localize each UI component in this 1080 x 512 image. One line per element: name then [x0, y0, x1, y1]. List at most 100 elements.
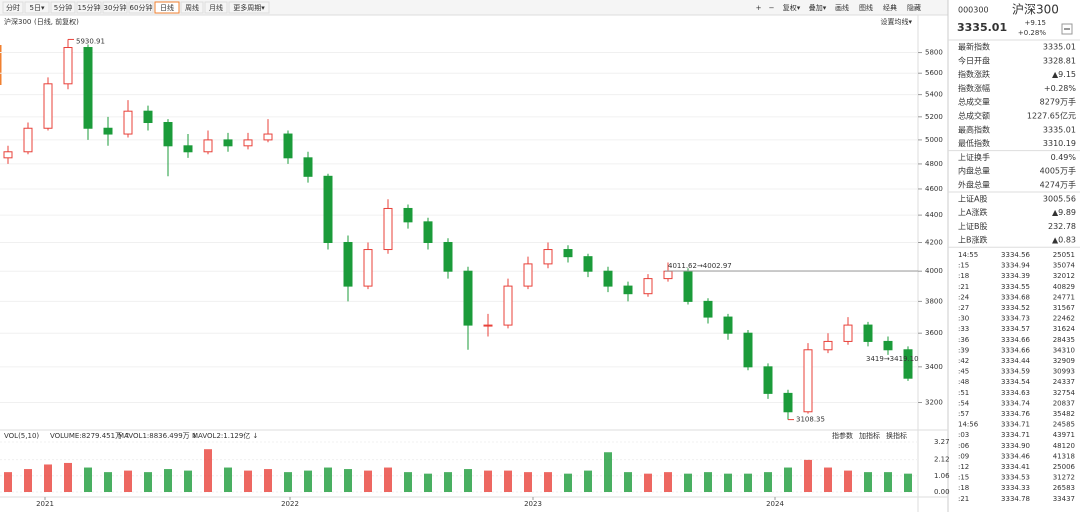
- trade-volume: 43971: [1053, 431, 1075, 439]
- volume-bar: [444, 472, 452, 492]
- volume-bar: [484, 470, 492, 492]
- trade-volume: 25051: [1053, 251, 1075, 259]
- candle-body: [103, 127, 113, 135]
- tab[interactable]: [204, 1, 228, 14]
- toolbar-button[interactable]: −: [769, 4, 775, 12]
- trade-time: :06: [958, 442, 970, 450]
- candle-body: [343, 241, 353, 287]
- trade-volume: 20837: [1053, 399, 1075, 407]
- indicator-button[interactable]: 换指标: [886, 431, 907, 440]
- tab[interactable]: [76, 1, 102, 14]
- stat-label: 上B涨跌: [958, 235, 988, 245]
- candle-body: [23, 127, 33, 153]
- volume-bar: [524, 472, 532, 492]
- tab-label[interactable]: 更多周期▾: [233, 3, 265, 12]
- y-tick-label: 4800: [925, 160, 943, 168]
- candle-body: [423, 221, 433, 243]
- candle-body: [663, 270, 673, 280]
- tab[interactable]: [24, 1, 50, 14]
- candle-body: [543, 249, 553, 265]
- trade-time: :54: [958, 399, 970, 407]
- tab-label[interactable]: 60分钟: [130, 3, 153, 12]
- volume-bar: [644, 473, 652, 492]
- tab-label[interactable]: 月线: [209, 3, 223, 12]
- trade-time: :30: [958, 315, 969, 323]
- toolbar-button[interactable]: 叠加▾: [809, 3, 827, 12]
- volume-bar: [344, 469, 352, 492]
- tab-label[interactable]: 周线: [185, 3, 199, 12]
- candle-body: [503, 285, 513, 326]
- trade-price: 3334.52: [1001, 304, 1030, 312]
- y-tick-label: 3200: [925, 399, 943, 407]
- tab-label[interactable]: 5分钟: [54, 3, 72, 12]
- volume-bar: [84, 467, 92, 492]
- price: 3335.01: [957, 21, 1007, 34]
- volume-bar: [564, 473, 572, 492]
- trade-volume: 35482: [1053, 410, 1075, 418]
- stat-label: 指数涨幅: [958, 83, 990, 93]
- trade-price: 3334.71: [1001, 421, 1030, 429]
- trade-price: 3334.78: [1001, 495, 1030, 503]
- min-label: 3108.35: [796, 416, 825, 424]
- candle-body: [523, 263, 533, 287]
- volume-bar: [224, 467, 232, 492]
- tab[interactable]: [180, 1, 204, 14]
- y-tick-label: 4600: [925, 185, 943, 193]
- tab[interactable]: [50, 1, 76, 14]
- volume-bar: [324, 467, 332, 492]
- tab[interactable]: [102, 1, 128, 14]
- candle-body: [763, 366, 773, 394]
- trade-time: :51: [958, 389, 969, 397]
- toolbar-button[interactable]: 隐藏: [907, 3, 921, 12]
- indicator-button[interactable]: 指参数: [832, 431, 853, 440]
- trade-volume: 32012: [1053, 272, 1075, 280]
- trade-price: 3334.46: [1001, 452, 1030, 460]
- toolbar-button[interactable]: +: [756, 4, 762, 12]
- volume-bar: [844, 470, 852, 492]
- volume-bar: [364, 470, 372, 492]
- tab-label[interactable]: 5日▾: [30, 4, 45, 12]
- candle-body: [463, 270, 473, 326]
- trade-time: :15: [958, 262, 969, 270]
- toolbar-button[interactable]: 经典: [883, 3, 897, 12]
- tab-label[interactable]: 分时: [6, 3, 20, 12]
- trade-price: 3334.73: [1001, 315, 1030, 323]
- y-tick-label: 3600: [925, 329, 943, 337]
- trade-price: 3334.90: [1001, 442, 1030, 450]
- candle-body: [203, 139, 213, 153]
- candle-body: [383, 207, 393, 251]
- y-tick-label: 5800: [925, 49, 943, 57]
- candle-body: [3, 151, 13, 159]
- toolbar-button[interactable]: 图线: [859, 3, 873, 12]
- toolbar-button[interactable]: 画线: [835, 3, 849, 12]
- candle-body: [623, 285, 633, 295]
- trade-volume: 24337: [1053, 378, 1075, 386]
- tab-label[interactable]: 30分钟: [104, 3, 127, 12]
- legend-entry: MAVOL1:8836.499万 ↓: [118, 432, 198, 440]
- volume-bar: [44, 464, 52, 492]
- tab[interactable]: [128, 1, 154, 14]
- tab-label[interactable]: 15分钟: [78, 3, 101, 12]
- candle-body: [63, 47, 73, 85]
- legend-entry: VOLUME:8279.451万 ↑: [50, 432, 130, 440]
- tab[interactable]: [228, 1, 270, 14]
- trade-time: :21: [958, 283, 969, 291]
- trade-price: 3334.94: [1001, 262, 1030, 270]
- trade-price: 3334.33: [1001, 484, 1030, 492]
- candle-body: [303, 157, 313, 177]
- stat-label: 上证换手: [958, 152, 990, 162]
- stat-label: 最新指数: [958, 42, 990, 52]
- volume-bar: [864, 472, 872, 492]
- ma-setting[interactable]: 设置均线▾: [880, 17, 912, 26]
- indicator-button[interactable]: 加指标: [859, 431, 880, 440]
- tab[interactable]: [2, 1, 24, 14]
- trade-volume: 32754: [1053, 389, 1076, 397]
- volume-bar: [404, 472, 412, 492]
- tab-label[interactable]: 日线: [160, 3, 174, 12]
- tab[interactable]: [154, 1, 180, 14]
- trade-time: :12: [958, 463, 969, 471]
- candle-body: [783, 392, 793, 413]
- toolbar-button[interactable]: 复权▾: [783, 3, 801, 12]
- y-tick-label: 5000: [925, 136, 943, 144]
